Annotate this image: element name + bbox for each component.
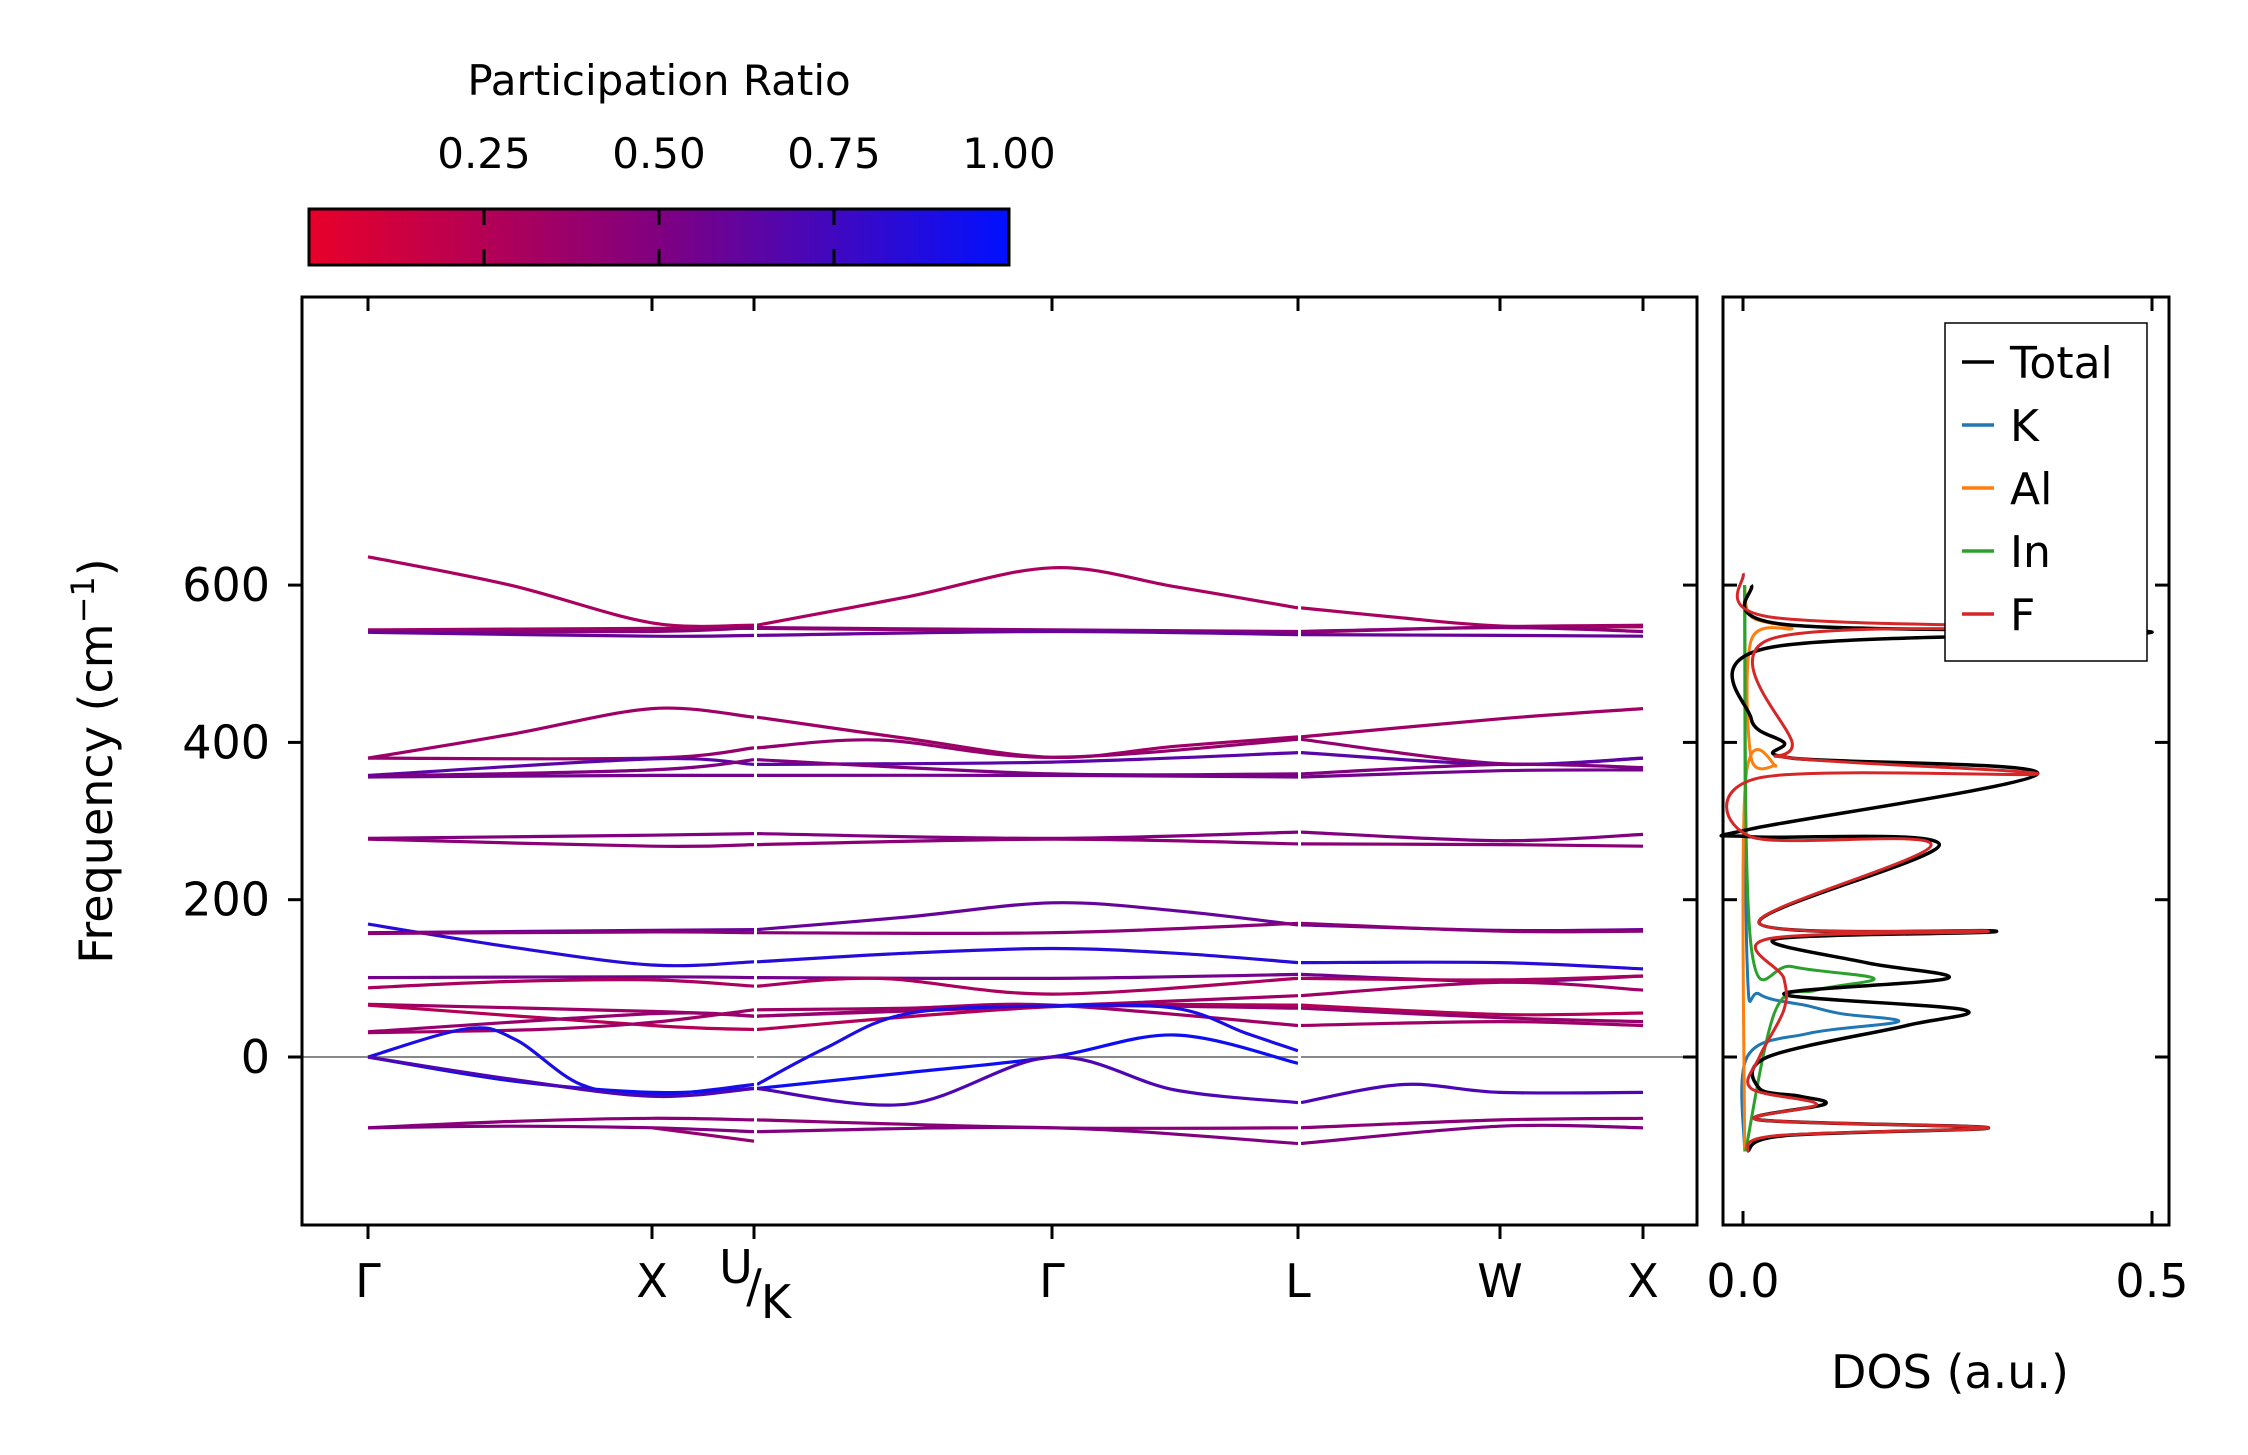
band-line	[1300, 974, 1644, 982]
band-line	[1300, 768, 1644, 779]
y-tick-label: 400	[182, 715, 270, 769]
y-tick-label: 600	[182, 558, 270, 612]
colorbar-tick-label: 1.00	[962, 129, 1056, 178]
colorbar-label: Participation Ratio	[467, 56, 850, 105]
band-line	[1300, 633, 1644, 638]
band-line	[756, 566, 1299, 627]
band-line	[756, 946, 1299, 965]
x-tick-label: W	[1477, 1254, 1522, 1308]
band-line	[1300, 921, 1644, 934]
band-line	[756, 972, 1299, 981]
band-line	[651, 1126, 755, 1143]
dos-series-f	[1725, 572, 2056, 1153]
legend-label-in: In	[2010, 527, 2051, 578]
x-tick-label: X	[636, 1254, 668, 1308]
band-line	[367, 773, 755, 779]
y-axis-label-close: )	[69, 558, 123, 576]
band-line	[756, 737, 1299, 759]
y-tick-label: 0	[241, 1030, 270, 1084]
band-line	[1300, 1082, 1644, 1105]
y-tick-label: 200	[182, 873, 270, 927]
x-tick-label-K: K	[761, 1275, 793, 1329]
x-tick-label: L	[1285, 1254, 1311, 1308]
kpoint-separators	[754, 299, 1301, 1223]
band-line	[1300, 1123, 1644, 1146]
band-lines	[302, 555, 1697, 1146]
colorbar-tick-label: 0.25	[437, 129, 531, 178]
dos-frame	[1721, 295, 2171, 1227]
dos-x-tick-label: 0.0	[1706, 1254, 1779, 1308]
band-line	[367, 555, 755, 629]
dos-lines	[1719, 572, 2154, 1154]
dos-panel: 0.0 0.5 DOS (a.u.) Total K Al In F	[1706, 295, 2189, 1399]
band-line	[367, 1055, 755, 1099]
band-line	[367, 832, 755, 840]
y-axis-label-text: Frequency (cm	[69, 623, 123, 963]
band-line	[367, 1116, 755, 1130]
band-line	[1300, 842, 1644, 848]
band-line	[367, 1008, 755, 1035]
band-line	[756, 1003, 1299, 1086]
band-line	[756, 1125, 1299, 1146]
legend-label-f: F	[2010, 590, 2035, 641]
band-line	[756, 976, 1299, 996]
dos-x-axis-label: DOS (a.u.)	[1831, 1345, 2069, 1399]
band-line	[1300, 960, 1644, 971]
x-tick-label-UK: U/K	[719, 1240, 793, 1329]
colorbar-tick-label: 0.75	[787, 129, 881, 178]
legend-box	[1944, 322, 2148, 662]
band-line	[756, 626, 1299, 634]
band-plot-area	[302, 297, 1697, 1225]
dos-ticks: 0.0 0.5	[1706, 297, 2189, 1308]
band-line	[367, 978, 755, 990]
y-axis-label: Frequency (cm−1)	[64, 558, 123, 963]
x-tick-label: Γ	[355, 1254, 381, 1308]
band-line	[367, 706, 755, 760]
band-line	[1300, 1019, 1644, 1028]
band-line	[1300, 1116, 1644, 1130]
colorbar-ticks: 0.25 0.50 0.75 1.00	[437, 129, 1056, 265]
band-x-ticks: Γ X U/K Γ L W X	[355, 297, 1659, 1329]
band-line	[367, 630, 755, 638]
band-line	[1300, 1003, 1644, 1017]
band-line	[756, 901, 1299, 932]
band-line	[1300, 762, 1644, 776]
band-line	[756, 1002, 1299, 1028]
band-line	[756, 837, 1299, 847]
band-line	[367, 975, 755, 980]
colorbar-tick-label: 0.50	[612, 129, 706, 178]
band-line	[1300, 707, 1644, 739]
legend-label-total: Total	[2009, 338, 2113, 389]
y-axis-label-sup: −1	[64, 576, 102, 623]
x-tick-label-slash: /	[746, 1259, 762, 1313]
legend-label-al: Al	[2010, 464, 2052, 515]
band-line	[367, 1124, 755, 1134]
x-tick-label: Γ	[1039, 1254, 1065, 1308]
band-line	[1300, 980, 1644, 998]
band-line	[1300, 1006, 1644, 1024]
legend-label-k: K	[2010, 401, 2040, 452]
colorbar: Participation Ratio 0.25 0.50 0.75 1.00	[307, 56, 1056, 267]
band-line	[1300, 830, 1644, 843]
band-line	[756, 921, 1299, 936]
band-line	[756, 629, 1299, 637]
dos-x-tick-label: 0.5	[2115, 1254, 2188, 1308]
band-line	[756, 773, 1299, 779]
legend: Total K Al In F	[1944, 322, 2148, 662]
band-line	[1300, 625, 1644, 634]
band-y-ticks: 0 200 400 600	[182, 558, 1697, 1084]
x-tick-label-U: U	[719, 1240, 753, 1294]
band-line	[367, 837, 755, 849]
band-line	[756, 1055, 1299, 1107]
band-line	[367, 930, 755, 936]
band-frame	[300, 295, 1699, 1227]
x-tick-label: X	[1627, 1254, 1659, 1308]
